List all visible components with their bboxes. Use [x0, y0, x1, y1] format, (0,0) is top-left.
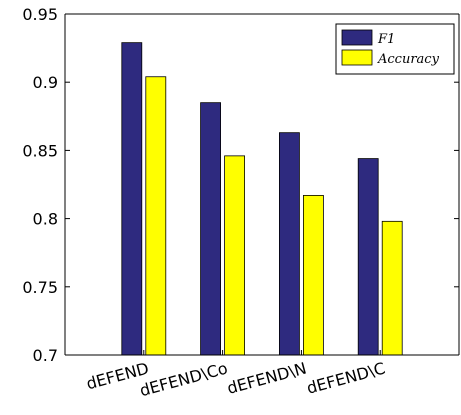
- y-tick-label-1: 0.75: [22, 278, 58, 297]
- x-tick-label-1: dEFEND\Co: [138, 359, 230, 401]
- bar-f1-2: [278, 132, 300, 356]
- legend-swatch-1: [341, 49, 373, 66]
- y-tick-label-5: 0.95: [22, 5, 58, 24]
- bar-accuracy-2: [302, 195, 324, 356]
- x-tick-label-3: dEFEND\C: [305, 359, 388, 398]
- y-tick-label-0: 0.7: [33, 346, 58, 365]
- y-tick-label-4: 0.9: [33, 73, 58, 92]
- axes-group: [64, 13, 460, 356]
- legend-label-0: F1: [377, 32, 395, 47]
- legend-swatch-0: [341, 29, 373, 46]
- bar-f1-0: [121, 42, 143, 356]
- y-ticks-group: 0.7 0.75 0.8 0.85 0.9 0.95: [22, 5, 459, 365]
- legend-label-1: Accuracy: [377, 52, 440, 67]
- bar-f1-3: [357, 158, 379, 356]
- bars-group: [121, 42, 403, 356]
- bar-accuracy-3: [381, 220, 403, 356]
- legend: F1 Accuracy: [335, 23, 455, 75]
- x-tick-label-2: dEFEND\N: [225, 359, 308, 398]
- y-tick-label-2: 0.8: [33, 210, 58, 229]
- y-tick-label-3: 0.85: [22, 141, 58, 160]
- bar-accuracy-0: [145, 76, 167, 356]
- bar-accuracy-1: [224, 155, 246, 356]
- bar-f1-1: [200, 102, 222, 356]
